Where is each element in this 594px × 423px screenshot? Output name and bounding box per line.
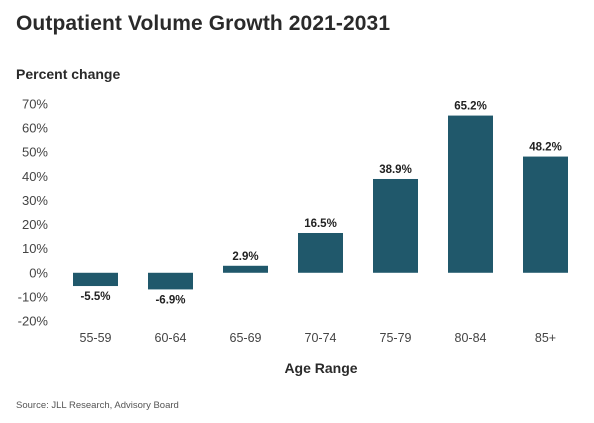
data-label: 65.2%	[454, 101, 487, 113]
bar-80-84	[448, 115, 493, 273]
data-label: -5.5%	[80, 291, 110, 303]
y-tick-label: 20%	[22, 217, 48, 232]
bar-85+	[523, 156, 568, 273]
chart-title: Outpatient Volume Growth 2021-2031	[16, 12, 391, 35]
x-tick-label: 55-59	[80, 331, 112, 345]
y-tick-label: 60%	[22, 121, 48, 136]
data-label: 38.9%	[379, 164, 412, 176]
data-label: 2.9%	[232, 251, 258, 263]
y-tick-label: 30%	[22, 193, 48, 208]
data-label: 16.5%	[304, 218, 337, 230]
y-axis-label: Percent change	[16, 66, 121, 82]
y-tick-label: 40%	[22, 169, 48, 184]
bar-75-79	[373, 178, 418, 273]
x-tick-label: 85+	[535, 331, 556, 345]
bar-70-74	[298, 232, 343, 273]
bar-65-69	[223, 265, 268, 273]
y-tick-label: 70%	[22, 97, 48, 112]
y-tick-label: 0%	[29, 265, 48, 280]
x-tick-label: 60-64	[155, 331, 187, 345]
x-tick-label: 70-74	[305, 331, 337, 345]
x-tick-label: 65-69	[230, 331, 262, 345]
y-tick-label: -10%	[18, 289, 49, 304]
y-tick-label: 10%	[22, 241, 48, 256]
bar-55-59	[73, 272, 118, 287]
y-tick-label: -20%	[18, 314, 49, 329]
source-note: Source: JLL Research, Advisory Board	[16, 400, 179, 411]
data-label: 48.2%	[529, 142, 562, 154]
x-tick-label: 80-84	[455, 331, 487, 345]
x-axis-label: Age Range	[284, 360, 357, 376]
x-tick-label: 75-79	[380, 331, 412, 345]
y-tick-label: 50%	[22, 145, 48, 160]
bar-60-64	[148, 272, 193, 290]
data-label: -6.9%	[155, 294, 185, 306]
